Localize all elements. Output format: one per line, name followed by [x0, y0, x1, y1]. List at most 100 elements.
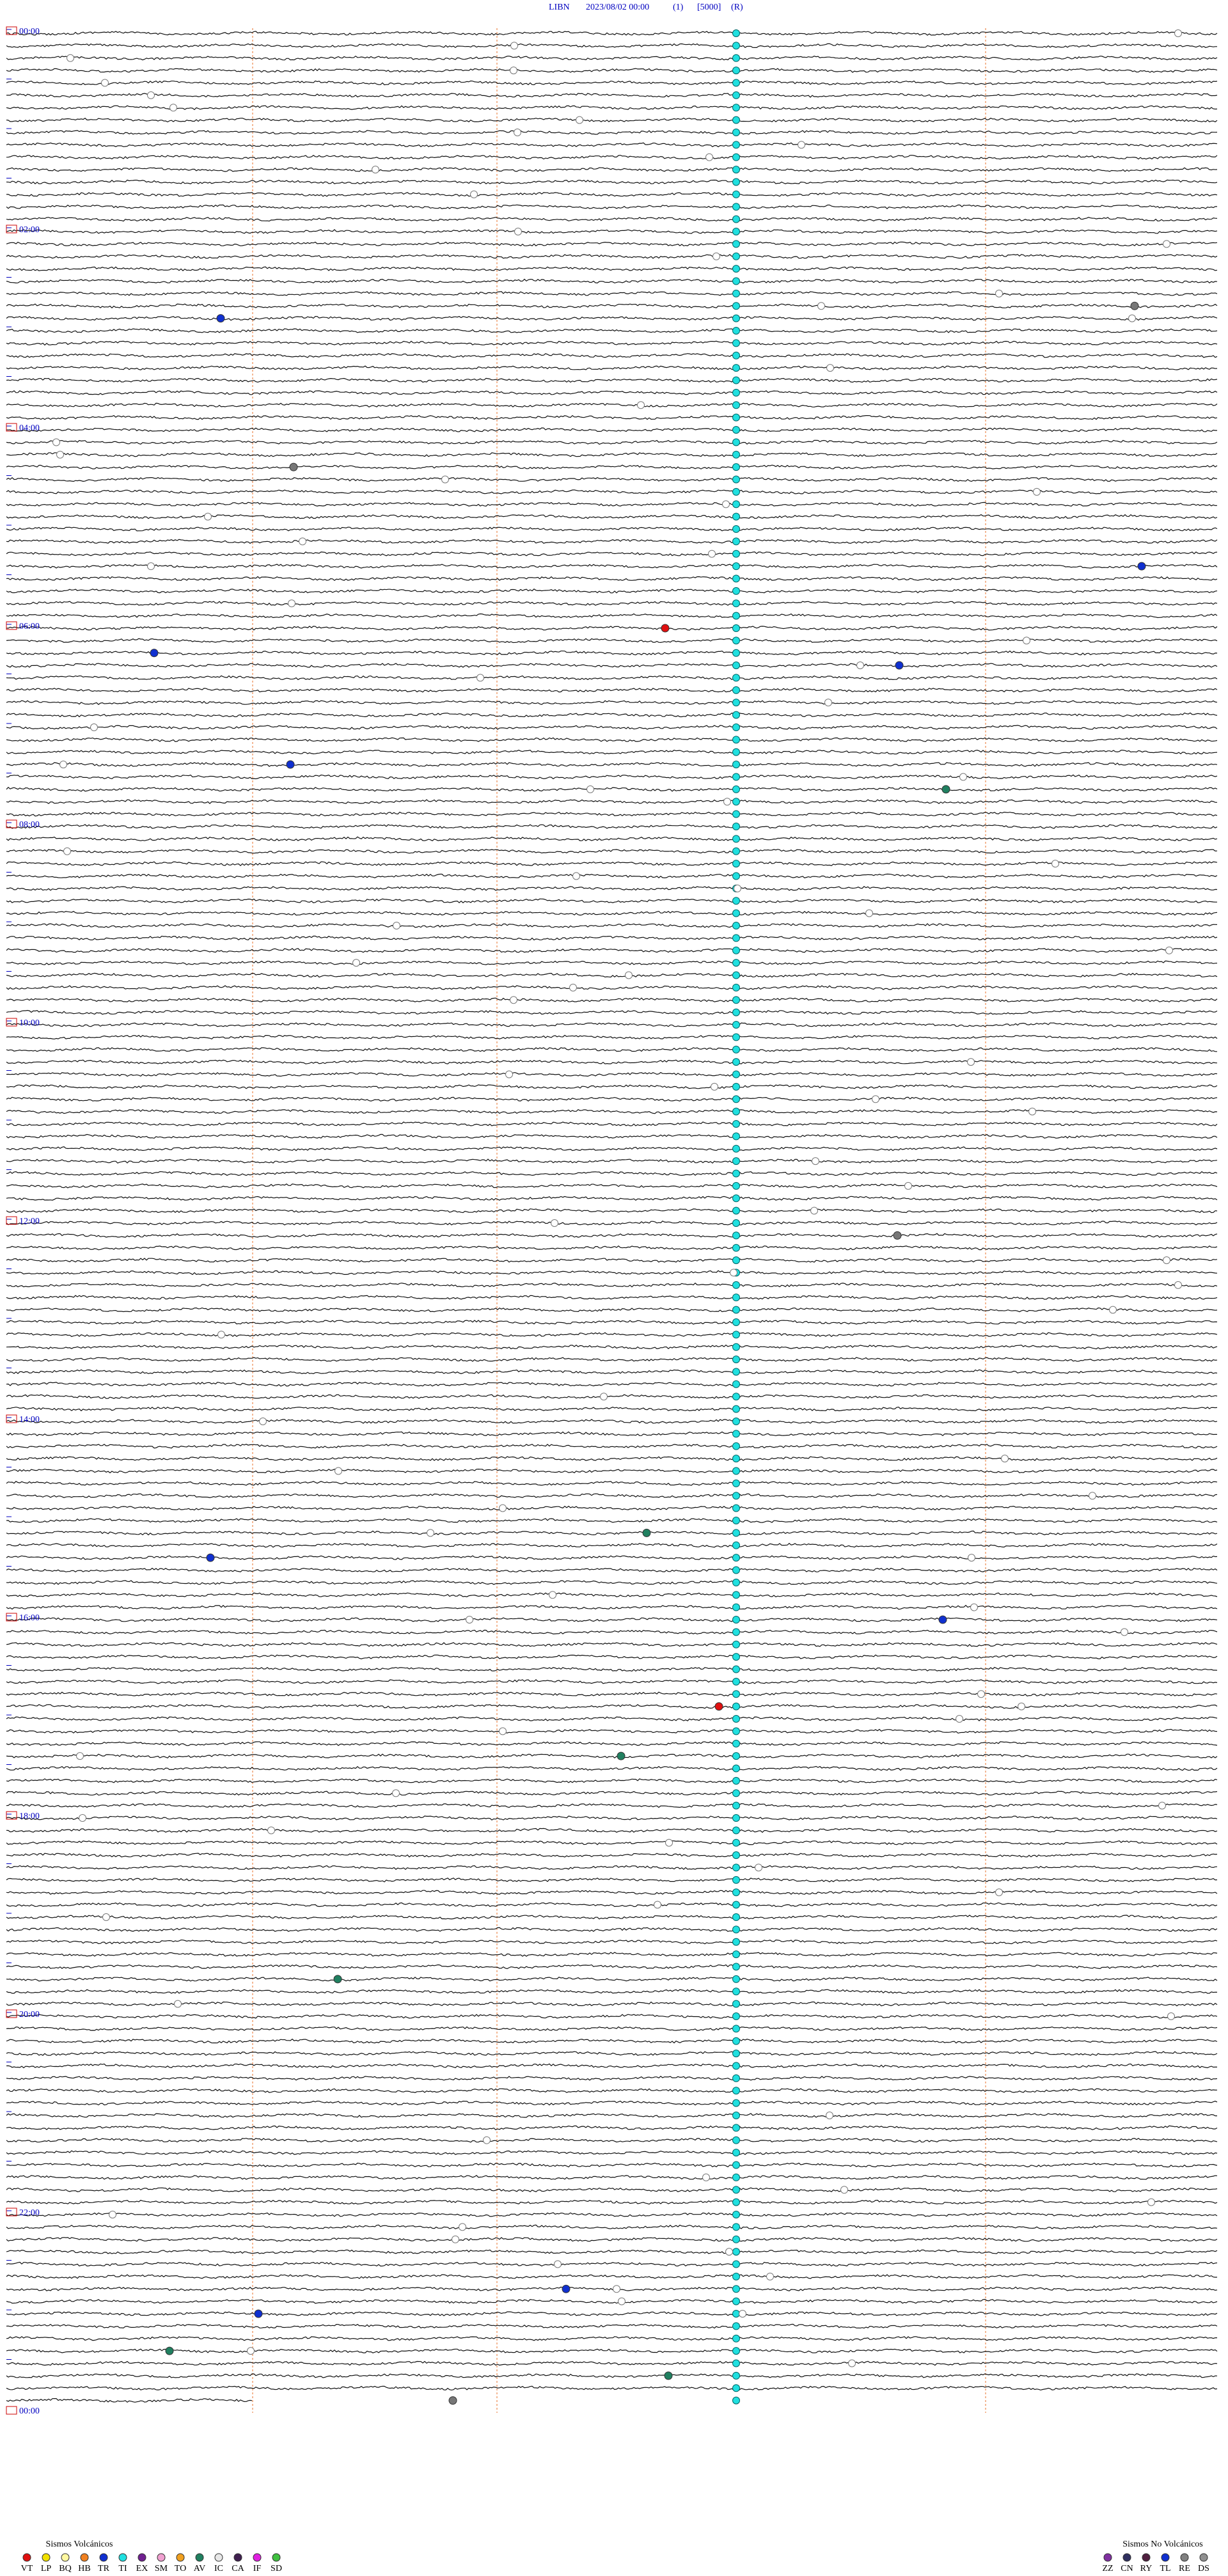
marker [732, 636, 740, 645]
trace [6, 167, 1218, 172]
trace [6, 68, 1218, 73]
trace [6, 43, 1217, 49]
marker [798, 141, 805, 149]
trace [6, 2323, 1218, 2329]
marker [732, 1467, 740, 1475]
trace [6, 774, 1218, 780]
marker [732, 228, 740, 235]
marker [476, 674, 484, 682]
marker [734, 884, 741, 892]
marker [732, 996, 740, 1004]
trace [6, 2038, 1218, 2044]
marker [732, 438, 740, 446]
trace [6, 1258, 1218, 1263]
trace [6, 898, 1217, 904]
trace [6, 1542, 1218, 1548]
trace [6, 1654, 1218, 1659]
marker [732, 1021, 740, 1029]
trace [6, 142, 1218, 148]
legend-swatch [138, 2553, 146, 2562]
marker [856, 661, 864, 670]
marker [970, 1603, 978, 1611]
marker [732, 1206, 740, 1215]
marker [732, 1256, 740, 1265]
trace [6, 514, 1218, 519]
trace [6, 1952, 1218, 1957]
trace [6, 1629, 1218, 1635]
trace [6, 452, 1218, 457]
marker [732, 1578, 740, 1586]
marker [712, 252, 720, 260]
marker [732, 1665, 740, 1673]
time-label: 04:00 [19, 423, 40, 433]
trace [6, 675, 1218, 681]
trace [6, 1803, 1218, 1808]
marker [665, 1838, 673, 1847]
marker [549, 1591, 556, 1599]
marker [755, 1863, 762, 1872]
trace [6, 601, 1218, 606]
time-label: 20:00 [19, 2010, 40, 2019]
trace [6, 2026, 1218, 2031]
marker [872, 1095, 879, 1103]
legend-code: TO [175, 2564, 186, 2573]
marker [259, 1418, 267, 1425]
trace [6, 1270, 1218, 1276]
marker [812, 1157, 819, 1166]
marker [732, 587, 740, 595]
marker [732, 1144, 740, 1153]
marker [732, 401, 740, 409]
marker [732, 2235, 740, 2243]
marker [147, 562, 155, 571]
time-label: 14:00 [19, 1415, 40, 1425]
marker [1089, 1492, 1096, 1500]
marker [732, 959, 740, 967]
marker [372, 166, 379, 174]
marker [732, 723, 740, 731]
marker [732, 1157, 740, 1166]
trace [6, 1320, 1218, 1325]
trace [6, 365, 1218, 370]
marker [732, 810, 740, 818]
marker [732, 413, 740, 422]
header: LIBN 2023/08/02 00:00 (1) [5000] (R) [549, 3, 743, 12]
marker [101, 79, 109, 87]
trace [6, 1741, 1218, 1746]
trace [6, 1865, 1218, 1870]
trace [6, 1419, 1218, 1424]
marker [732, 463, 740, 471]
trace [6, 1518, 1218, 1523]
marker [732, 2322, 740, 2330]
marker [732, 2396, 740, 2405]
trace [6, 948, 1218, 953]
trace [6, 1208, 1218, 1213]
marker [732, 2000, 740, 2008]
marker [732, 1082, 740, 1091]
marker [732, 1727, 740, 1735]
marker [732, 1677, 740, 1686]
trace [6, 972, 1218, 978]
marker [204, 512, 212, 521]
marker [63, 847, 71, 855]
marker [1158, 1801, 1166, 1810]
marker [968, 1554, 975, 1562]
trace [6, 1121, 1218, 1126]
legend-swatch [253, 2553, 262, 2562]
marker [732, 1789, 740, 1798]
legend-swatch [195, 2553, 204, 2562]
trace [6, 539, 1218, 544]
marker [732, 351, 740, 360]
legend-code: CN [1121, 2564, 1133, 2573]
trace [6, 997, 1218, 1002]
marker [967, 1058, 975, 1066]
legend-swatch [1103, 2553, 1112, 2562]
marker [1109, 1306, 1117, 1314]
marker [732, 2223, 740, 2231]
marker [826, 2112, 833, 2119]
marker [739, 2310, 746, 2318]
marker [732, 1913, 740, 1921]
marker [732, 376, 740, 384]
trace [6, 985, 1218, 990]
trace [6, 31, 1218, 36]
marker [938, 1615, 947, 1624]
